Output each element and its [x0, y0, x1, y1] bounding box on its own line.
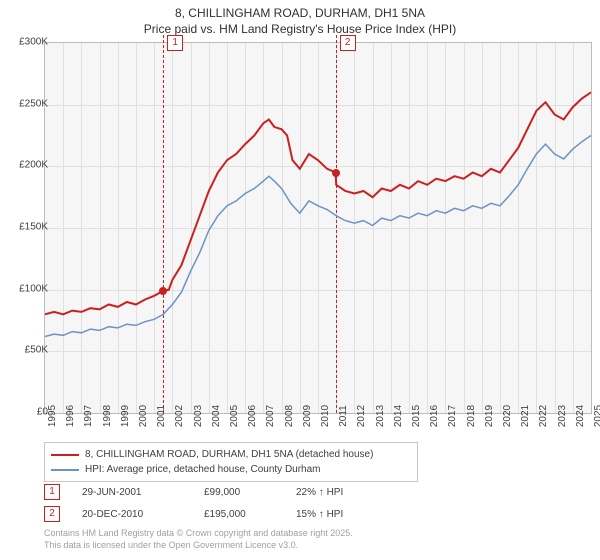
y-axis-label: £200K [4, 160, 48, 171]
x-axis-label: 1999 [120, 405, 131, 427]
x-axis-label: 2022 [538, 405, 549, 427]
y-axis-label: £0 [4, 407, 48, 418]
x-axis-label: 2010 [320, 405, 331, 427]
footer-marker-row: 1 29-JUN-2001 £99,000 22% ↑ HPI [44, 484, 376, 500]
legend-label: 8, CHILLINGHAM ROAD, DURHAM, DH1 5NA (de… [85, 447, 373, 462]
chart-container: 8, CHILLINGHAM ROAD, DURHAM, DH1 5NA Pri… [0, 0, 600, 560]
x-axis-label: 2000 [138, 405, 149, 427]
series-hpi [45, 136, 591, 337]
footer-marker-date: 20-DEC-2010 [82, 509, 182, 520]
x-axis-label: 2009 [302, 405, 313, 427]
x-axis-label: 1995 [47, 405, 58, 427]
y-axis-label: £50K [4, 345, 48, 356]
legend: 8, CHILLINGHAM ROAD, DURHAM, DH1 5NA (de… [44, 442, 418, 482]
footer-marker-date: 29-JUN-2001 [82, 487, 182, 498]
footer-marker-badge: 2 [44, 506, 60, 522]
chart-lines [45, 43, 591, 413]
footer-marker-price: £99,000 [204, 487, 274, 498]
footer-marker-row: 2 20-DEC-2010 £195,000 15% ↑ HPI [44, 506, 376, 522]
footer-markers: 1 29-JUN-2001 £99,000 22% ↑ HPI 2 20-DEC-2010… [44, 484, 376, 551]
title-line2: Price paid vs. HM Land Registry's House … [0, 22, 600, 38]
y-axis-label: £100K [4, 283, 48, 294]
x-axis-label: 2020 [502, 405, 513, 427]
x-axis-label: 2008 [284, 405, 295, 427]
x-axis-label: 2003 [193, 405, 204, 427]
footer-marker-badge: 1 [44, 484, 60, 500]
x-axis-label: 2025 [593, 405, 600, 427]
footer-marker-pct: 22% ↑ HPI [296, 487, 376, 498]
x-axis-label: 2021 [520, 405, 531, 427]
plot-area: 12 [44, 42, 592, 414]
y-axis-label: £300K [4, 37, 48, 48]
legend-row: HPI: Average price, detached house, Coun… [51, 462, 411, 477]
x-axis-label: 1996 [65, 405, 76, 427]
copyright-line2: This data is licensed under the Open Gov… [44, 540, 376, 552]
x-axis-label: 2006 [247, 405, 258, 427]
footer-marker-price: £195,000 [204, 509, 274, 520]
legend-swatch [51, 469, 79, 471]
legend-swatch [51, 454, 79, 456]
chart-title: 8, CHILLINGHAM ROAD, DURHAM, DH1 5NA Pri… [0, 0, 600, 37]
x-axis-label: 2004 [211, 405, 222, 427]
x-axis-label: 2013 [375, 405, 386, 427]
x-axis-label: 2019 [484, 405, 495, 427]
x-axis-label: 2001 [156, 405, 167, 427]
x-axis-label: 2016 [429, 405, 440, 427]
legend-label: HPI: Average price, detached house, Coun… [85, 462, 321, 477]
x-axis-label: 2024 [575, 405, 586, 427]
x-axis-label: 2007 [265, 405, 276, 427]
copyright-line1: Contains HM Land Registry data © Crown c… [44, 528, 376, 540]
x-axis-label: 2017 [447, 405, 458, 427]
x-axis-label: 2012 [356, 405, 367, 427]
y-axis-label: £250K [4, 98, 48, 109]
x-axis-label: 1997 [83, 405, 94, 427]
footer-marker-pct: 15% ↑ HPI [296, 509, 376, 520]
x-axis-label: 2018 [466, 405, 477, 427]
copyright: Contains HM Land Registry data © Crown c… [44, 528, 376, 551]
legend-row: 8, CHILLINGHAM ROAD, DURHAM, DH1 5NA (de… [51, 447, 411, 462]
x-axis-label: 2011 [338, 405, 349, 427]
y-axis-label: £150K [4, 222, 48, 233]
x-axis-label: 2005 [229, 405, 240, 427]
series-price_paid [45, 92, 591, 314]
x-axis-label: 2014 [393, 405, 404, 427]
x-axis-label: 1998 [102, 405, 113, 427]
x-axis-label: 2002 [174, 405, 185, 427]
x-axis-label: 2015 [411, 405, 422, 427]
title-line1: 8, CHILLINGHAM ROAD, DURHAM, DH1 5NA [0, 6, 600, 22]
x-axis-label: 2023 [557, 405, 568, 427]
